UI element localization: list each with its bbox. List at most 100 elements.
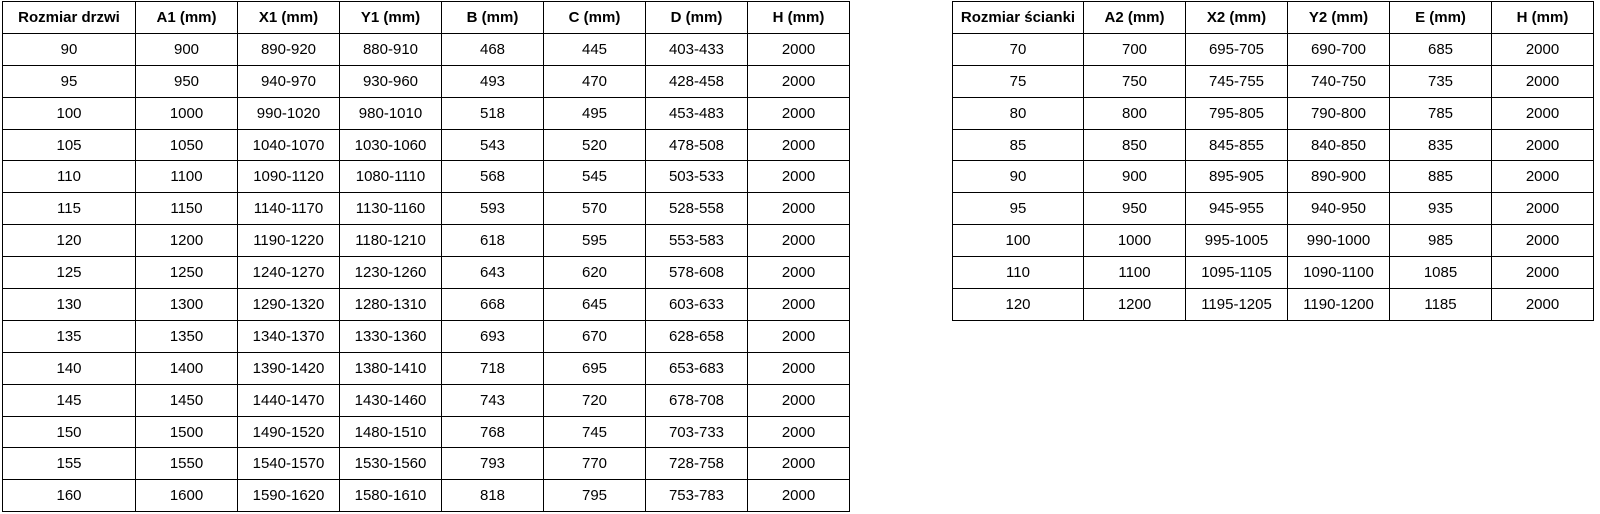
table-cell: 1185 bbox=[1389, 288, 1492, 321]
table-cell: 950 bbox=[135, 64, 238, 98]
table-cell: 1190-1220 bbox=[237, 224, 340, 258]
table-cell: 1290-1320 bbox=[237, 288, 340, 321]
table-cell: 568 bbox=[441, 160, 544, 194]
table-cell: 990-1000 bbox=[1287, 224, 1390, 258]
table-cell: 1230-1260 bbox=[339, 256, 442, 290]
table-cell: 1480-1510 bbox=[339, 415, 442, 449]
table-cell: 1095-1105 bbox=[1185, 256, 1288, 290]
table-cell: 2000 bbox=[1491, 64, 1594, 98]
table-row: 155 1550 1540-1570 1530-1560 793 770 728-758 20… bbox=[2, 447, 850, 481]
table-row: 90 900 890-920 880-910 468 445 403-433 2000 bbox=[2, 32, 850, 66]
door-size-table: Rozmiar drzwi A1 (mm) X1 (mm) Y1 (mm) B (mm)… bbox=[2, 1, 850, 513]
table-cell: 945-955 bbox=[1185, 192, 1288, 226]
table-cell: 553-583 bbox=[645, 224, 748, 258]
table-cell: 620 bbox=[543, 256, 646, 290]
table-cell: 2000 bbox=[747, 224, 850, 258]
table-cell: 1195-1205 bbox=[1185, 288, 1288, 321]
table-cell: 930-960 bbox=[339, 64, 442, 98]
table-row: 110 1100 1095-1105 1090-1100 1085 2000 bbox=[952, 256, 1594, 290]
table-row: 75 750 745-755 740-750 735 2000 bbox=[952, 64, 1594, 98]
table-cell: 493 bbox=[441, 64, 544, 98]
table-cell: 603-633 bbox=[645, 288, 748, 321]
table-row: 145 1450 1440-1470 1430-1460 743 720 678-708 20… bbox=[2, 383, 850, 417]
table-cell: 543 bbox=[441, 128, 544, 162]
table-cell: 1090-1120 bbox=[237, 160, 340, 194]
table-cell: 985 bbox=[1389, 224, 1492, 258]
table-row: 110 1100 1090-1120 1080-1110 568 545 503-533 20… bbox=[2, 160, 850, 194]
table-cell: 728-758 bbox=[645, 447, 748, 481]
table-cell: 735 bbox=[1389, 64, 1492, 98]
table-cell: 1090-1100 bbox=[1287, 256, 1390, 290]
table-cell: 545 bbox=[543, 160, 646, 194]
table-cell: 570 bbox=[543, 192, 646, 226]
table-row: 135 1350 1340-1370 1330-1360 693 670 628-658 20… bbox=[2, 319, 850, 353]
table-cell: 120 bbox=[2, 224, 136, 258]
wall-table-body: 70 700 695-705 690-700 685 2000 75 750 745-755 74… bbox=[952, 32, 1594, 321]
table-cell: 890-900 bbox=[1287, 160, 1390, 194]
table-cell: 453-483 bbox=[645, 96, 748, 130]
column-header: B (mm) bbox=[441, 1, 544, 34]
table-cell: 880-910 bbox=[339, 32, 442, 66]
table-cell: 518 bbox=[441, 96, 544, 130]
table-cell: 445 bbox=[543, 32, 646, 66]
table-cell: 1450 bbox=[135, 383, 238, 417]
wall-size-table: Rozmiar ścianki A2 (mm) X2 (mm) Y2 (mm) E (m… bbox=[952, 1, 1594, 321]
table-cell: 1440-1470 bbox=[237, 383, 340, 417]
table-row: 100 1000 990-1020 980-1010 518 495 453-483 2000 bbox=[2, 96, 850, 130]
table-cell: 1540-1570 bbox=[237, 447, 340, 481]
table-cell: 1490-1520 bbox=[237, 415, 340, 449]
table-cell: 1600 bbox=[135, 479, 238, 513]
table-cell: 160 bbox=[2, 479, 136, 513]
table-row: 95 950 945-955 940-950 935 2000 bbox=[952, 192, 1594, 226]
table-cell: 753-783 bbox=[645, 479, 748, 513]
table-row: 85 850 845-855 840-850 835 2000 bbox=[952, 128, 1594, 162]
table-cell: 678-708 bbox=[645, 383, 748, 417]
table-cell: 793 bbox=[441, 447, 544, 481]
table-row: 120 1200 1190-1220 1180-1210 618 595 553-583 20… bbox=[2, 224, 850, 258]
table-cell: 800 bbox=[1083, 96, 1186, 130]
table-cell: 503-533 bbox=[645, 160, 748, 194]
table-row: 70 700 695-705 690-700 685 2000 bbox=[952, 32, 1594, 66]
table-cell: 950 bbox=[1083, 192, 1186, 226]
table-cell: 120 bbox=[952, 288, 1084, 321]
table-cell: 1150 bbox=[135, 192, 238, 226]
table-cell: 1340-1370 bbox=[237, 319, 340, 353]
table-cell: 578-608 bbox=[645, 256, 748, 290]
table-cell: 1240-1270 bbox=[237, 256, 340, 290]
table-cell: 528-558 bbox=[645, 192, 748, 226]
table-cell: 403-433 bbox=[645, 32, 748, 66]
table-cell: 2000 bbox=[1491, 288, 1594, 321]
table-cell: 468 bbox=[441, 32, 544, 66]
table-cell: 645 bbox=[543, 288, 646, 321]
table-row: 160 1600 1590-1620 1580-1610 818 795 753-783 20… bbox=[2, 479, 850, 513]
header-row: Rozmiar ścianki A2 (mm) X2 (mm) Y2 (mm) E (m… bbox=[952, 1, 1594, 34]
column-header: X2 (mm) bbox=[1185, 1, 1288, 34]
table-cell: 750 bbox=[1083, 64, 1186, 98]
table-cell: 100 bbox=[2, 96, 136, 130]
column-header: H (mm) bbox=[747, 1, 850, 34]
table-cell: 995-1005 bbox=[1185, 224, 1288, 258]
table-cell: 1190-1200 bbox=[1287, 288, 1390, 321]
table-cell: 130 bbox=[2, 288, 136, 321]
table-cell: 795-805 bbox=[1185, 96, 1288, 130]
table-row: 105 1050 1040-1070 1030-1060 543 520 478-508 20… bbox=[2, 128, 850, 162]
table-cell: 1550 bbox=[135, 447, 238, 481]
table-cell: 2000 bbox=[747, 447, 850, 481]
table-cell: 1100 bbox=[135, 160, 238, 194]
column-header: C (mm) bbox=[543, 1, 646, 34]
table-cell: 110 bbox=[2, 160, 136, 194]
table-cell: 1000 bbox=[1083, 224, 1186, 258]
table-cell: 1140-1170 bbox=[237, 192, 340, 226]
column-header: D (mm) bbox=[645, 1, 748, 34]
table-cell: 90 bbox=[952, 160, 1084, 194]
table-cell: 940-950 bbox=[1287, 192, 1390, 226]
table-row: 150 1500 1490-1520 1480-1510 768 745 703-733 20… bbox=[2, 415, 850, 449]
table-cell: 80 bbox=[952, 96, 1084, 130]
header-row: Rozmiar drzwi A1 (mm) X1 (mm) Y1 (mm) B (mm)… bbox=[2, 1, 850, 34]
table-row: 100 1000 995-1005 990-1000 985 2000 bbox=[952, 224, 1594, 258]
table-cell: 980-1010 bbox=[339, 96, 442, 130]
column-header: Y1 (mm) bbox=[339, 1, 442, 34]
table-cell: 1100 bbox=[1083, 256, 1186, 290]
table-cell: 145 bbox=[2, 383, 136, 417]
table-cell: 1040-1070 bbox=[237, 128, 340, 162]
